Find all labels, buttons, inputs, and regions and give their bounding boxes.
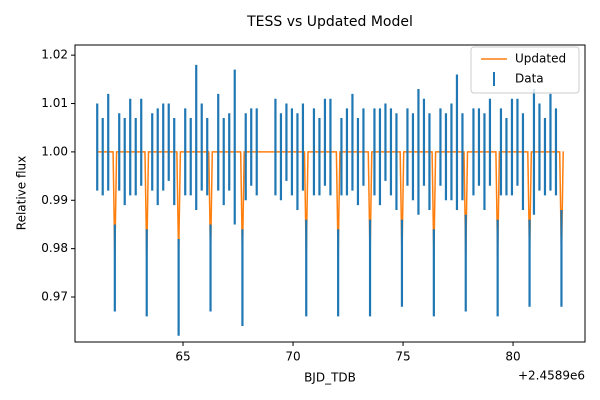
y-tick-label: 1.00 [41,144,68,158]
chart-title: TESS vs Updated Model [246,14,413,30]
legend-label: Data [515,72,544,86]
x-offset-label: +2.4589e6 [518,369,585,383]
y-tick-label: 1.01 [41,96,68,110]
x-tick-label: 80 [505,350,520,364]
x-tick-label: 70 [285,350,300,364]
y-tick-label: 0.97 [41,290,68,304]
axes-frame [74,44,586,343]
x-axis-label: BJD_TDB [304,371,356,385]
y-tick-label: 0.99 [41,193,68,207]
model-line [97,151,564,259]
y-axis-label: Relative flux [15,156,29,230]
x-tick-label: 75 [395,350,410,364]
y-tick-label: 0.98 [41,241,68,255]
y-tick-label: 1.02 [41,48,68,62]
x-tick-label: 65 [175,350,190,364]
legend-label: Updated [515,52,566,66]
plot-area [96,64,564,336]
